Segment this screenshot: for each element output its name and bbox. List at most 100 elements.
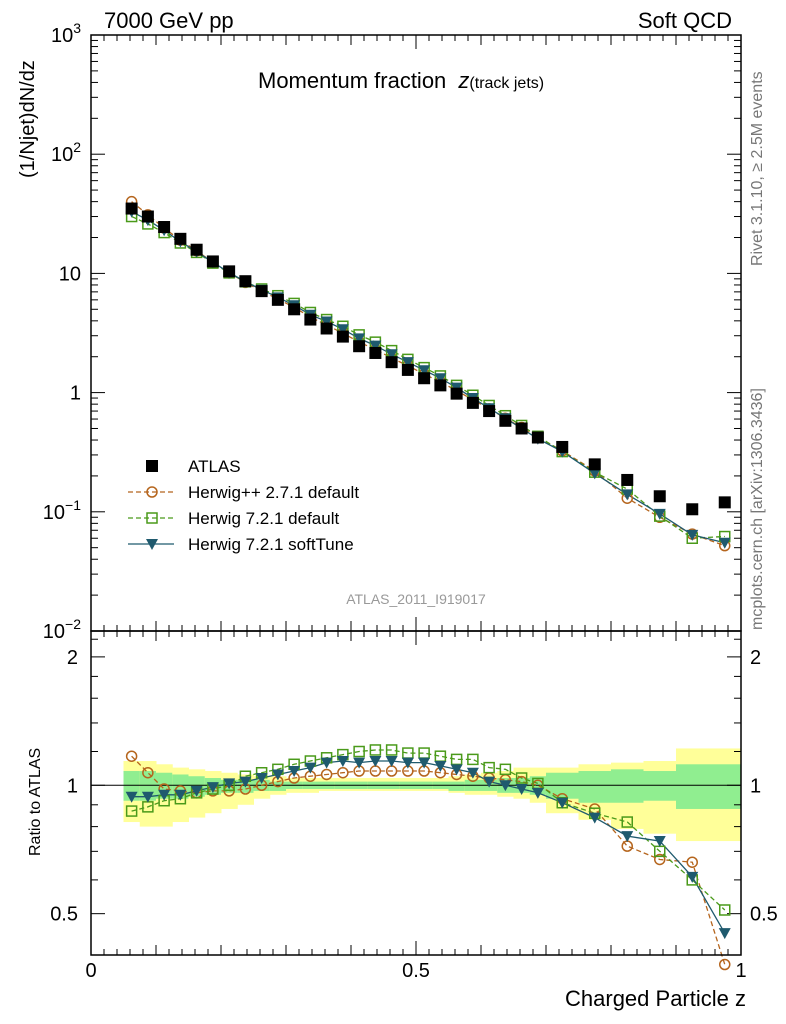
title-main: Momentum fraction: [258, 68, 446, 93]
ratio-point-2: [556, 797, 569, 809]
ratio-point-2: [718, 928, 731, 940]
header-left: 7000 GeV pp: [104, 8, 234, 33]
ratio-y-tick-labels: 2 2 1 1 0.5 0.5: [50, 647, 778, 926]
top-panel-title: Momentum fraction z(track jets): [258, 68, 544, 93]
top-y-axis-title: (1/Njet)dN/dz: [17, 60, 39, 178]
data-point-3: [336, 324, 349, 336]
ratio-y-tick-label: 2: [67, 647, 78, 669]
data-point-3: [588, 468, 601, 480]
data-point-0: [515, 422, 528, 435]
ratio-point-1: [499, 763, 512, 776]
top-panel: Momentum fraction z(track jets) ATLAS_20…: [17, 20, 742, 643]
data-point-0: [450, 387, 463, 400]
data-point-0: [531, 431, 544, 444]
uncertainty-band-inner: [611, 769, 644, 803]
x-tick-label: 0.5: [402, 960, 430, 982]
ratio-point-2: [190, 785, 203, 797]
ratio-point-1: [467, 753, 479, 766]
ratio-point-2: [304, 762, 317, 774]
mcplots-label: mcplots.cern.ch [arXiv:1306.3436]: [749, 388, 766, 630]
ratio-point-2: [686, 871, 699, 883]
tick-exponent: −2: [65, 616, 81, 632]
title-subscript: (track jets): [469, 75, 544, 92]
legend-marker: [146, 486, 158, 498]
data-point-0: [304, 313, 317, 326]
ratio-point-2: [434, 760, 447, 772]
ratio-line-0: [131, 755, 726, 965]
ratio-point-2: [288, 766, 301, 778]
ratio-point-2: [174, 789, 187, 801]
ratio-point-2: [206, 782, 219, 794]
data-point-3: [718, 537, 731, 549]
ratio-point-2: [450, 764, 463, 776]
ratio-point-1: [385, 744, 398, 756]
ratio-point-2: [499, 780, 512, 792]
ratio-point-2: [621, 831, 634, 843]
data-point-0: [686, 503, 699, 516]
x-tick-label: 0: [85, 960, 96, 982]
tick-base: 10: [43, 502, 65, 524]
ratio-point-0: [621, 840, 633, 852]
ratio-line-1: [131, 749, 726, 911]
ratio-point-2: [239, 776, 252, 788]
top-y-tick-label: 10−2: [43, 616, 81, 643]
rivet-version-label: Rivet 3.1.10, ≥ 2.5M events: [749, 71, 766, 266]
ratio-point-1: [719, 904, 731, 916]
title-variable: z: [457, 68, 469, 93]
data-point-0: [418, 372, 431, 385]
data-point-0: [385, 356, 398, 369]
tick-exponent: 3: [73, 20, 81, 36]
legend-label: Herwig 7.2.1 softTune: [188, 535, 354, 554]
data-point-0: [158, 221, 171, 234]
ratio-point-1: [125, 805, 138, 817]
legend-label: ATLAS: [188, 457, 241, 476]
ratio-panel-frame: [90, 630, 742, 956]
ratio-point-2: [369, 756, 382, 768]
uncertainty-band-inner: [643, 771, 677, 801]
tick-base: 10: [59, 263, 81, 285]
ratio-point-2: [515, 784, 528, 796]
ratio-point-2: [125, 791, 138, 803]
ratio-point-2: [271, 769, 284, 781]
analysis-watermark: ATLAS_2011_I919017: [346, 591, 486, 607]
data-point-0: [718, 496, 731, 509]
data-point-0: [653, 490, 666, 503]
x-tick-labels: 0 0.5 1: [85, 960, 746, 982]
top-y-tick-label: 10−1: [43, 497, 81, 524]
ratio-point-0: [654, 853, 666, 866]
ratio-point-2: [141, 791, 154, 803]
ratio-y-tick-label-right: 0.5: [750, 904, 778, 926]
legend-entry: Herwig 7.2.1 default: [128, 509, 339, 528]
tick-exponent: −1: [65, 497, 81, 513]
uncertainty-band-inner: [676, 764, 709, 809]
data-point-3: [320, 316, 333, 328]
legend-marker: [146, 512, 158, 524]
data-point-0: [288, 303, 301, 316]
legend-marker: [146, 539, 158, 550]
ratio-y-tick-label-right: 1: [750, 775, 761, 797]
data-point-0: [434, 379, 447, 392]
data-point-0: [499, 414, 512, 427]
header-right: Soft QCD: [638, 8, 732, 33]
legend-marker: [146, 460, 158, 472]
data-point-0: [369, 346, 382, 359]
legend-label: Herwig++ 2.7.1 default: [188, 483, 359, 502]
data-point-0: [174, 232, 187, 245]
ratio-point-2: [255, 773, 268, 785]
tick-exponent: 2: [73, 139, 81, 155]
ratio-point-1: [369, 744, 382, 756]
ratio-point-1: [515, 772, 528, 784]
data-point-0: [271, 293, 284, 306]
data-point-0: [353, 340, 366, 353]
ratio-point-2: [223, 778, 236, 790]
ratio-point-2: [401, 757, 414, 769]
data-point-0: [125, 202, 138, 215]
legend-entry: Herwig 7.2.1 softTune: [128, 535, 354, 554]
data-point-0: [190, 243, 203, 256]
data-point-0: [336, 330, 349, 343]
ratio-point-1: [621, 816, 633, 828]
data-point-0: [483, 405, 496, 418]
uncertainty-band-inner: [448, 781, 466, 791]
